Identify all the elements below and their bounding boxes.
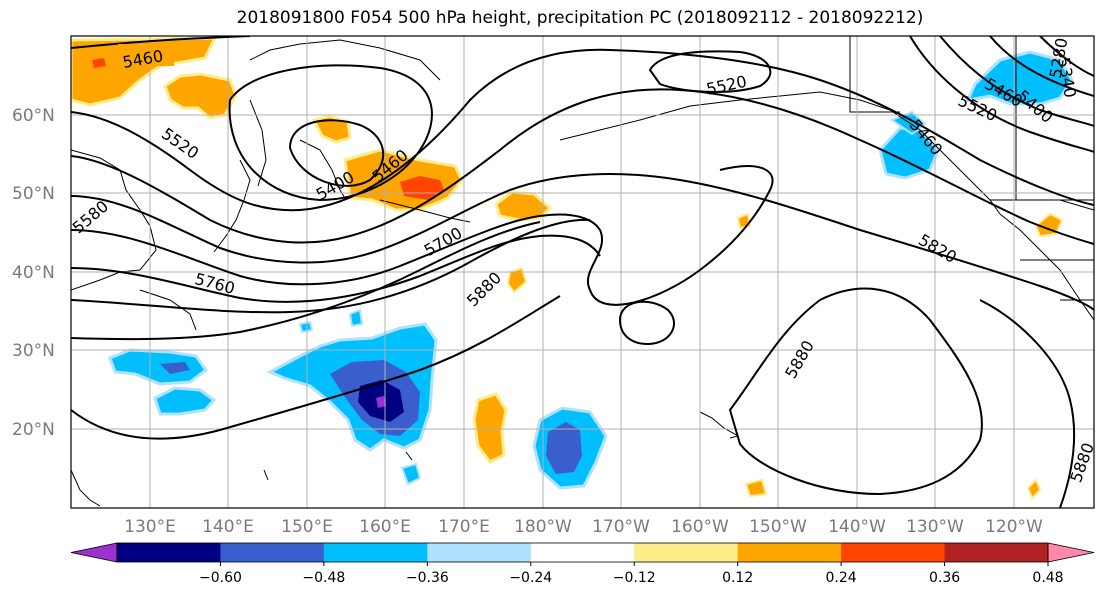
- colorbar-bin: [634, 543, 739, 562]
- precip-positive-patch: [1034, 212, 1064, 238]
- graticule: [71, 36, 1094, 508]
- lon-label: 150°W: [749, 517, 807, 537]
- height-contour: [71, 218, 591, 314]
- lon-label: 130°E: [124, 517, 176, 537]
- lon-label: 150°E: [281, 517, 333, 537]
- lon-label: 170°E: [438, 517, 490, 537]
- precip-negative-patch: [348, 308, 364, 328]
- height-contour: [909, 36, 1094, 153]
- height-contour: [618, 300, 675, 346]
- height-contour: [979, 299, 1076, 508]
- latitude-labels: 60°N 50°N 40°N 30°N 20°N: [12, 106, 55, 440]
- precip-extreme-negative-patch: [376, 396, 386, 408]
- colorbar-tick-label: −0.36: [406, 570, 449, 586]
- colorbar-bin: [117, 543, 221, 562]
- colorbar-tick-label: −0.12: [613, 570, 656, 586]
- height-contour: [939, 36, 1094, 127]
- colorbar-tick-label: 0.12: [722, 570, 753, 586]
- lon-label: 170°W: [592, 517, 650, 537]
- precip-positive-patch: [71, 36, 218, 107]
- colorbar-extension-low: [70, 542, 118, 563]
- height-contour: [71, 88, 1094, 245]
- precip-negative-patch: [400, 462, 422, 486]
- lat-label: 30°N: [12, 341, 55, 361]
- lon-label: 130°W: [906, 517, 964, 537]
- height-contour: [71, 48, 1094, 212]
- colorbar-tick-label: −0.24: [509, 570, 552, 586]
- lat-label: 20°N: [12, 420, 55, 440]
- precip-moderate-negative-patch: [546, 422, 582, 474]
- height-contours: [71, 36, 1094, 508]
- colorbar-frame: [116, 542, 1049, 563]
- height-contour: [1039, 36, 1094, 77]
- lon-label: 140°W: [828, 517, 886, 537]
- lat-label: 40°N: [12, 263, 55, 283]
- colorbar-bin: [737, 543, 842, 562]
- colorbar-bin: [944, 543, 1049, 562]
- colorbar-tick-label: 0.24: [826, 570, 857, 586]
- precipitation-shading: [71, 36, 1074, 500]
- precip-negative-patch: [153, 386, 217, 416]
- colorbar-tick-label: −0.60: [199, 570, 242, 586]
- height-contour: [71, 173, 1094, 311]
- height-contour: [71, 221, 541, 341]
- height-contour: [228, 64, 433, 202]
- longitude-labels: 130°E 140°E 150°E 160°E 170°E 180°W 170°…: [124, 517, 1043, 537]
- height-contour: [71, 36, 251, 49]
- height-contour: [989, 36, 1094, 97]
- colorbar-tick-label: −0.48: [302, 570, 345, 586]
- lon-label: 160°W: [671, 517, 729, 537]
- precip-positive-patch: [494, 190, 553, 222]
- colorbar-bin: [841, 543, 946, 562]
- precip-negative-patch: [160, 362, 190, 374]
- map-frame: [70, 35, 1095, 509]
- precip-negative-patch: [965, 50, 1074, 106]
- height-contour: [648, 50, 772, 93]
- precip-positive-patch: [311, 114, 352, 144]
- height-contour: [71, 295, 561, 440]
- map-title: 2018091800 F054 500 hPa height, precipit…: [236, 8, 924, 28]
- lat-label: 60°N: [12, 106, 55, 126]
- precip-positive-patch: [744, 478, 768, 498]
- lon-label: 180°W: [514, 517, 572, 537]
- lon-label: 120°W: [985, 517, 1043, 537]
- colorbar: −0.60 −0.48 −0.36 −0.24 −0.12 0.12 0.24 0.36 0.4…: [70, 542, 1095, 586]
- lon-label: 160°E: [359, 517, 411, 537]
- precip-positive-patch: [92, 58, 106, 68]
- colorbar-tick-label: 0.48: [1032, 570, 1063, 586]
- colorbar-tick-label: 0.36: [929, 570, 960, 586]
- colorbar-bin: [427, 543, 532, 562]
- lon-label: 140°E: [202, 517, 254, 537]
- height-contour: [728, 287, 983, 496]
- precip-positive-patch: [1026, 478, 1042, 500]
- lat-label: 50°N: [12, 184, 55, 204]
- precip-strong-patch: [400, 176, 444, 200]
- precip-positive-patch: [506, 266, 528, 294]
- height-contour: [71, 165, 774, 306]
- colorbar-bin: [530, 543, 635, 562]
- colorbar-bin: [220, 543, 325, 562]
- height-contour: [71, 234, 601, 303]
- height-contour: [288, 119, 385, 187]
- colorbar-bin: [323, 543, 428, 562]
- precip-negative-patch: [298, 320, 314, 334]
- colorbar-extension-high: [1047, 542, 1095, 563]
